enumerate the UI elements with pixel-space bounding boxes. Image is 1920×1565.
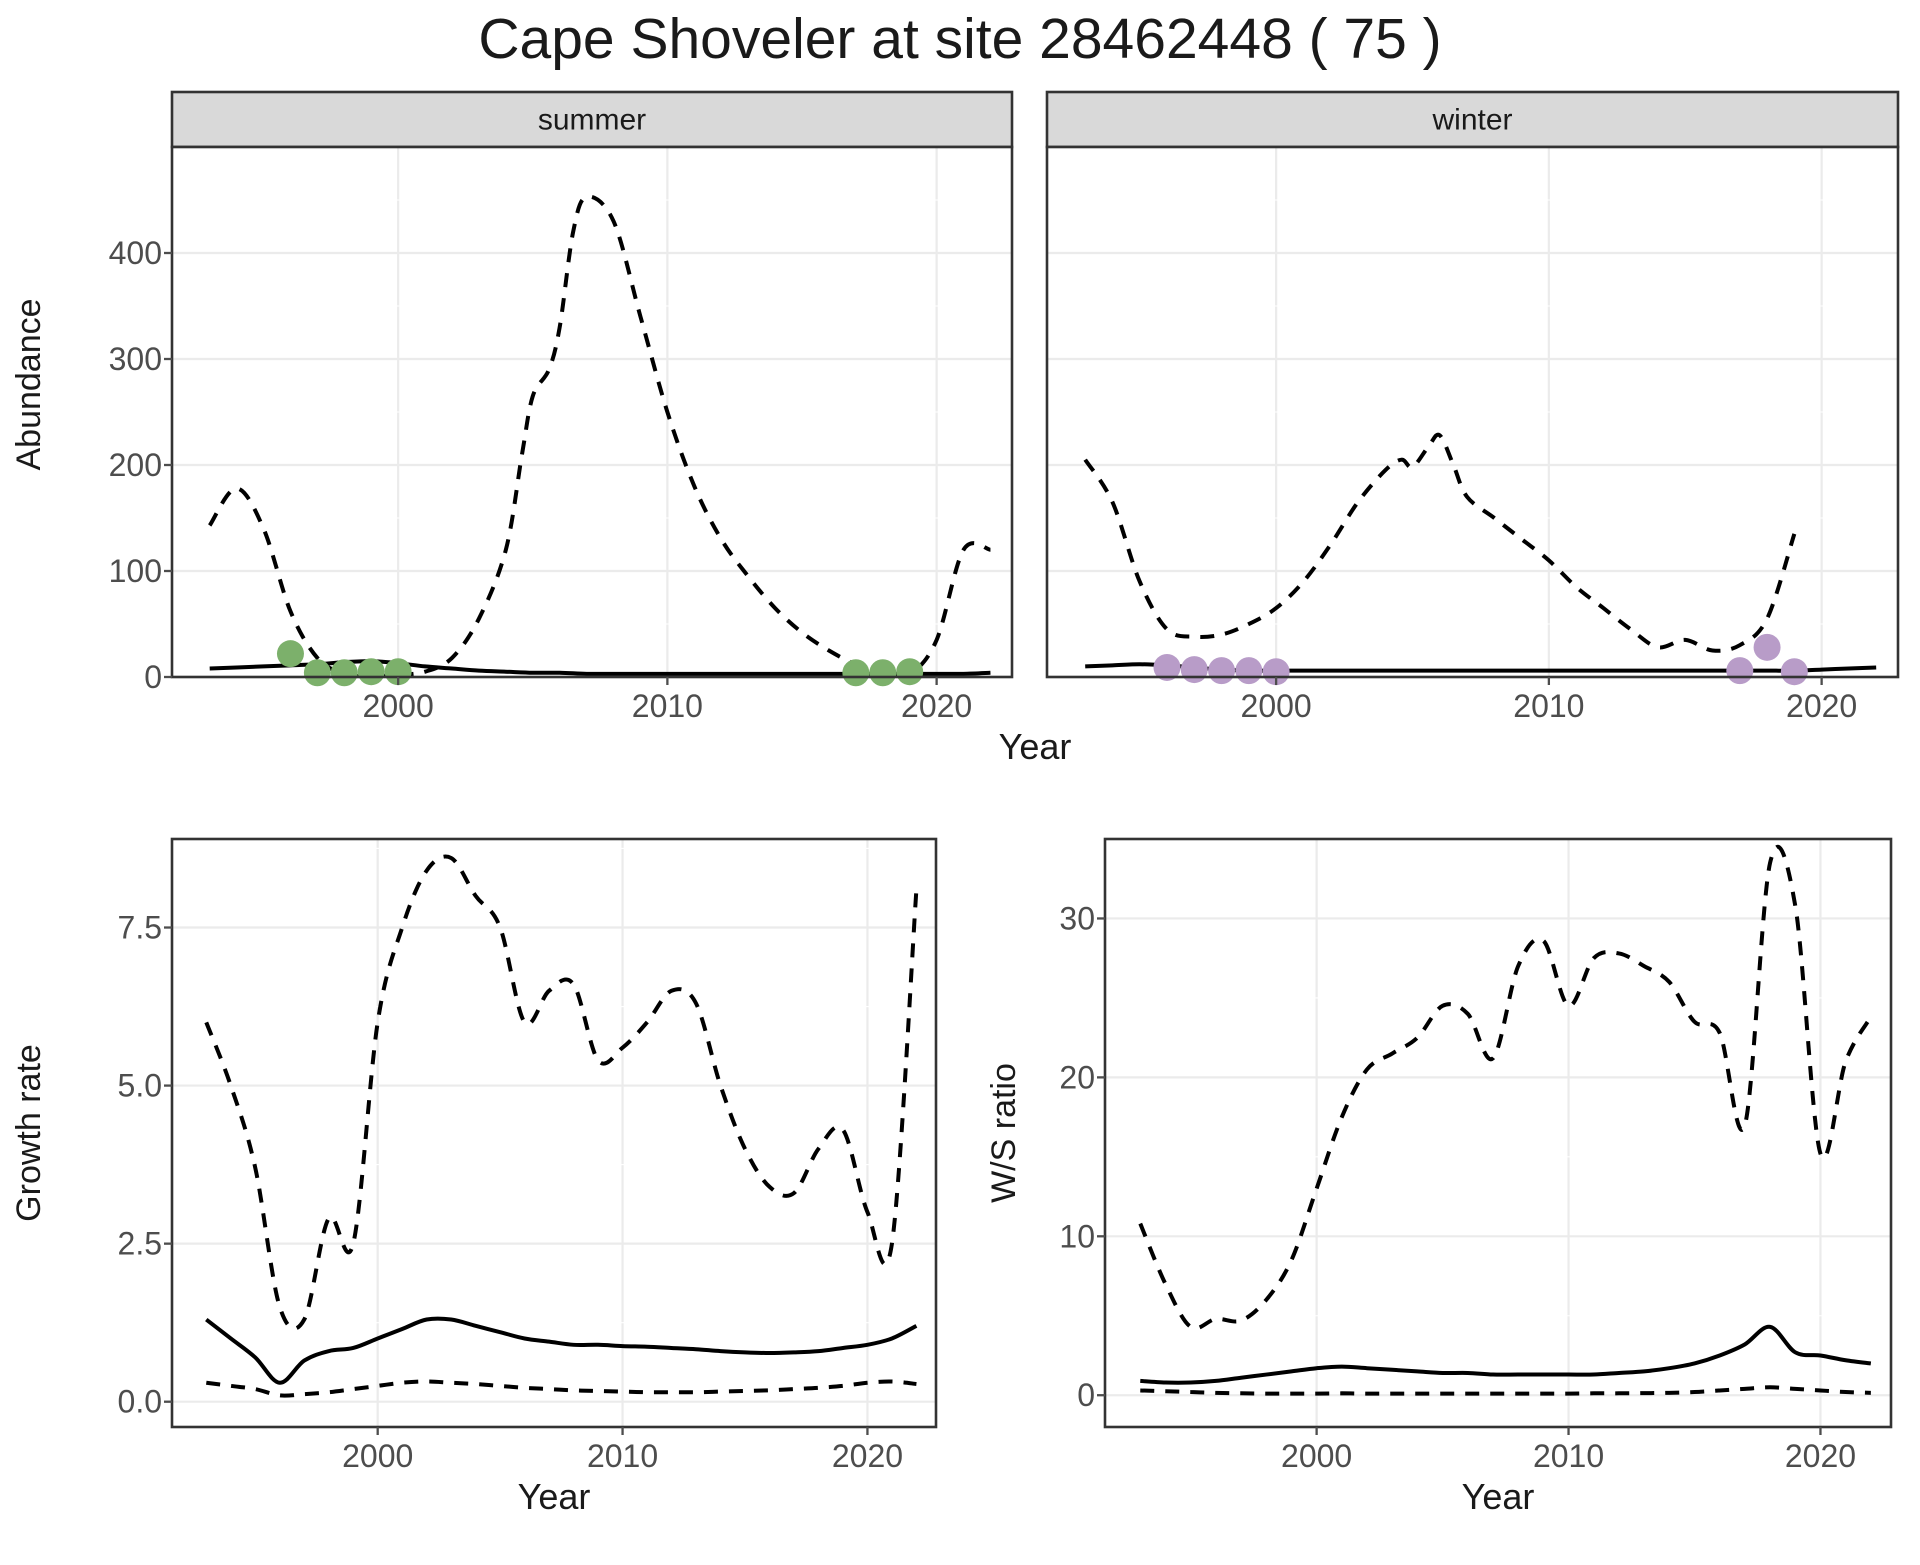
svg-text:0: 0 [1077,1377,1095,1413]
svg-text:2010: 2010 [1533,1438,1604,1474]
svg-text:20: 20 [1059,1059,1095,1095]
svg-text:2.5: 2.5 [118,1226,162,1262]
svg-text:0: 0 [144,659,162,695]
svg-text:2020: 2020 [1786,688,1857,724]
svg-text:Abundance: Abundance [10,298,48,470]
svg-text:2000: 2000 [342,1438,413,1474]
svg-text:W/S ratio: W/S ratio [985,1063,1023,1203]
svg-text:Year: Year [999,726,1072,767]
svg-text:30: 30 [1059,900,1095,936]
svg-text:Growth rate: Growth rate [10,1044,48,1222]
svg-text:200: 200 [109,447,162,483]
svg-text:2000: 2000 [1241,688,1312,724]
svg-text:2020: 2020 [1785,1438,1856,1474]
svg-text:10: 10 [1059,1218,1095,1254]
svg-text:100: 100 [109,553,162,589]
svg-text:Year: Year [518,1476,591,1517]
svg-text:winter: winter [1431,104,1512,137]
svg-text:0.0: 0.0 [118,1384,162,1420]
svg-text:2020: 2020 [832,1438,903,1474]
svg-text:300: 300 [109,341,162,377]
svg-text:2010: 2010 [1513,688,1584,724]
svg-text:5.0: 5.0 [118,1068,162,1104]
svg-text:summer: summer [538,104,646,137]
svg-text:2000: 2000 [1281,1438,1352,1474]
svg-text:2020: 2020 [901,688,972,724]
svg-text:7.5: 7.5 [118,910,162,946]
svg-text:2010: 2010 [587,1438,658,1474]
svg-text:Cape Shoveler at site 28462448: Cape Shoveler at site 28462448 ( 75 ) [478,7,1441,71]
svg-text:2010: 2010 [632,688,703,724]
svg-text:2000: 2000 [363,688,434,724]
svg-text:400: 400 [109,235,162,271]
svg-text:Year: Year [1462,1476,1535,1517]
